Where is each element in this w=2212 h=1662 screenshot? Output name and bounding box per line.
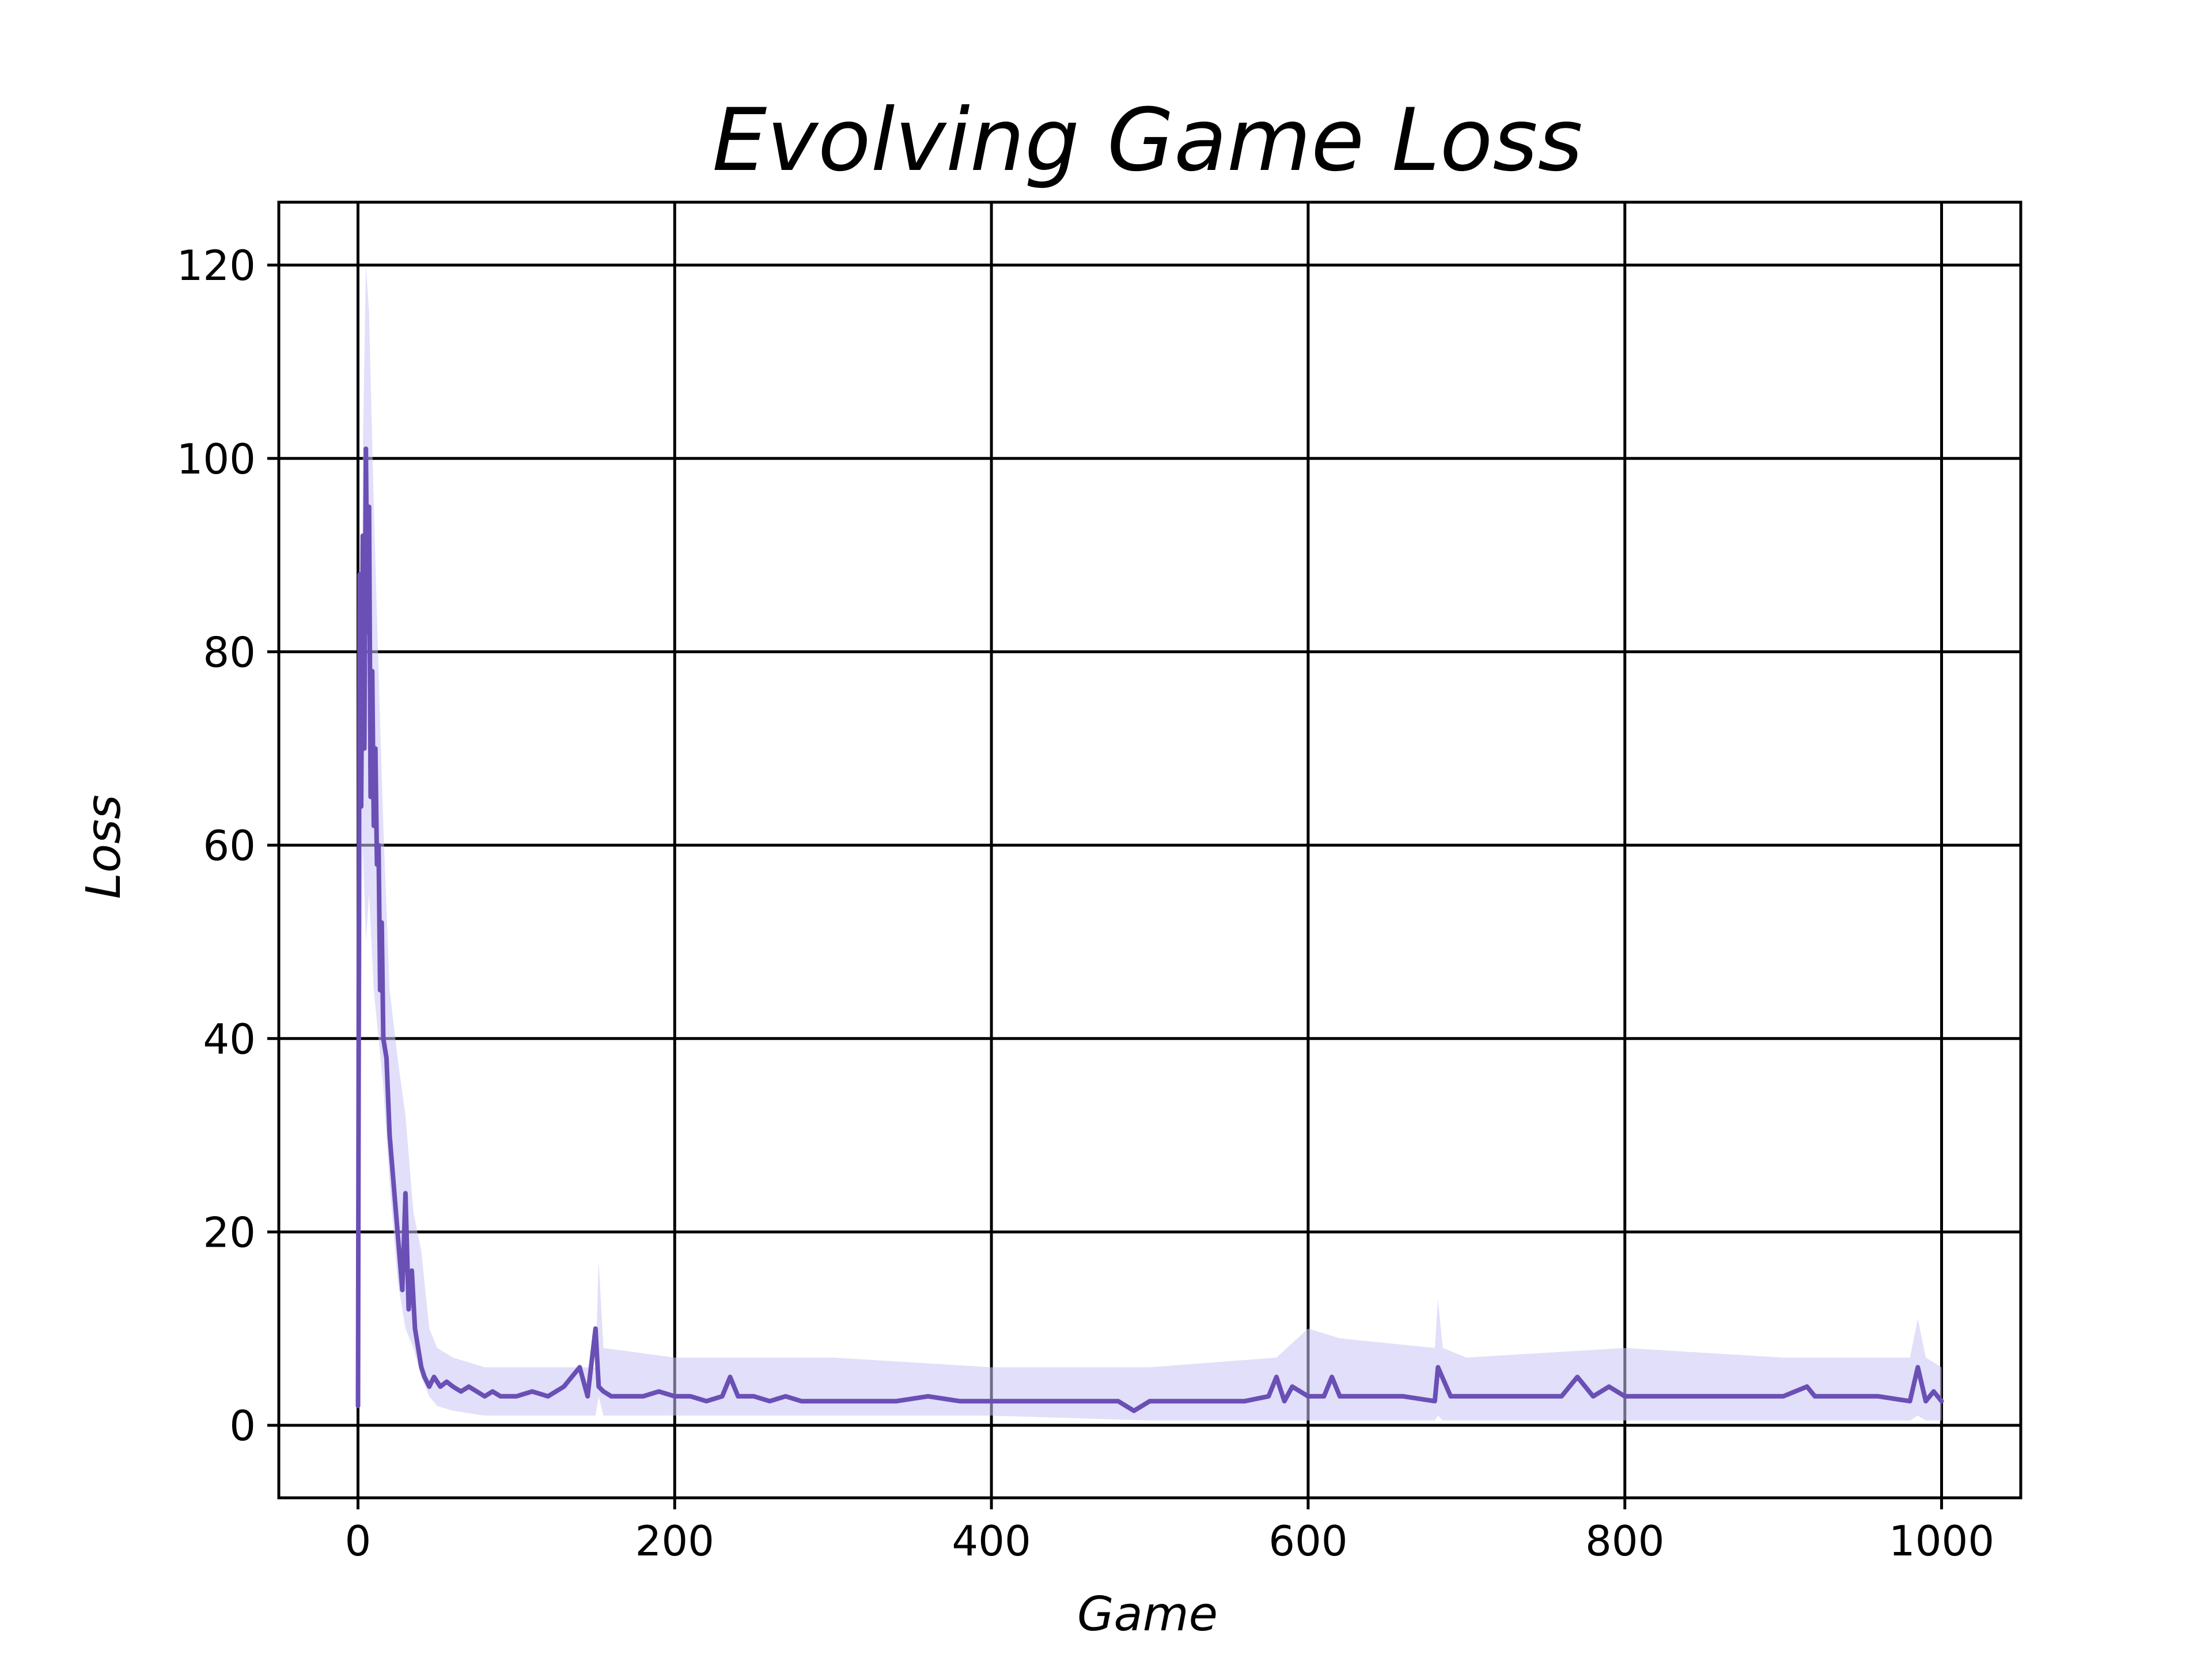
x-tick-label: 600 xyxy=(1268,1517,1347,1565)
plot-area-frame xyxy=(277,200,2022,1500)
y-tick-label: 100 xyxy=(177,435,256,483)
y-tick-label: 40 xyxy=(203,1015,256,1063)
y-tick-label: 0 xyxy=(229,1402,256,1450)
x-tick-label: 800 xyxy=(1585,1517,1664,1565)
y-tick-label: 80 xyxy=(203,628,256,676)
y-axis-label: Loss xyxy=(77,794,131,899)
y-tick-label: 20 xyxy=(203,1208,256,1256)
tick-layer: 0 200 400 600 800 1000 0 20 40 60 80 100 120 xyxy=(177,241,1995,1565)
loss-series-line xyxy=(355,446,1944,1413)
x-tick-label: 1000 xyxy=(1889,1517,1994,1565)
x-tick-label: 0 xyxy=(345,1517,372,1565)
x-tick-label: 200 xyxy=(635,1517,714,1565)
y-tick-label: 60 xyxy=(203,821,256,870)
chart-title: Evolving Game Loss xyxy=(712,90,1582,191)
x-axis-label: Game xyxy=(1077,1587,1218,1642)
line-layer xyxy=(355,446,1944,1413)
x-tick-label: 400 xyxy=(952,1517,1031,1565)
grid-layer xyxy=(279,202,2021,1498)
y-tick-label: 120 xyxy=(177,241,256,290)
